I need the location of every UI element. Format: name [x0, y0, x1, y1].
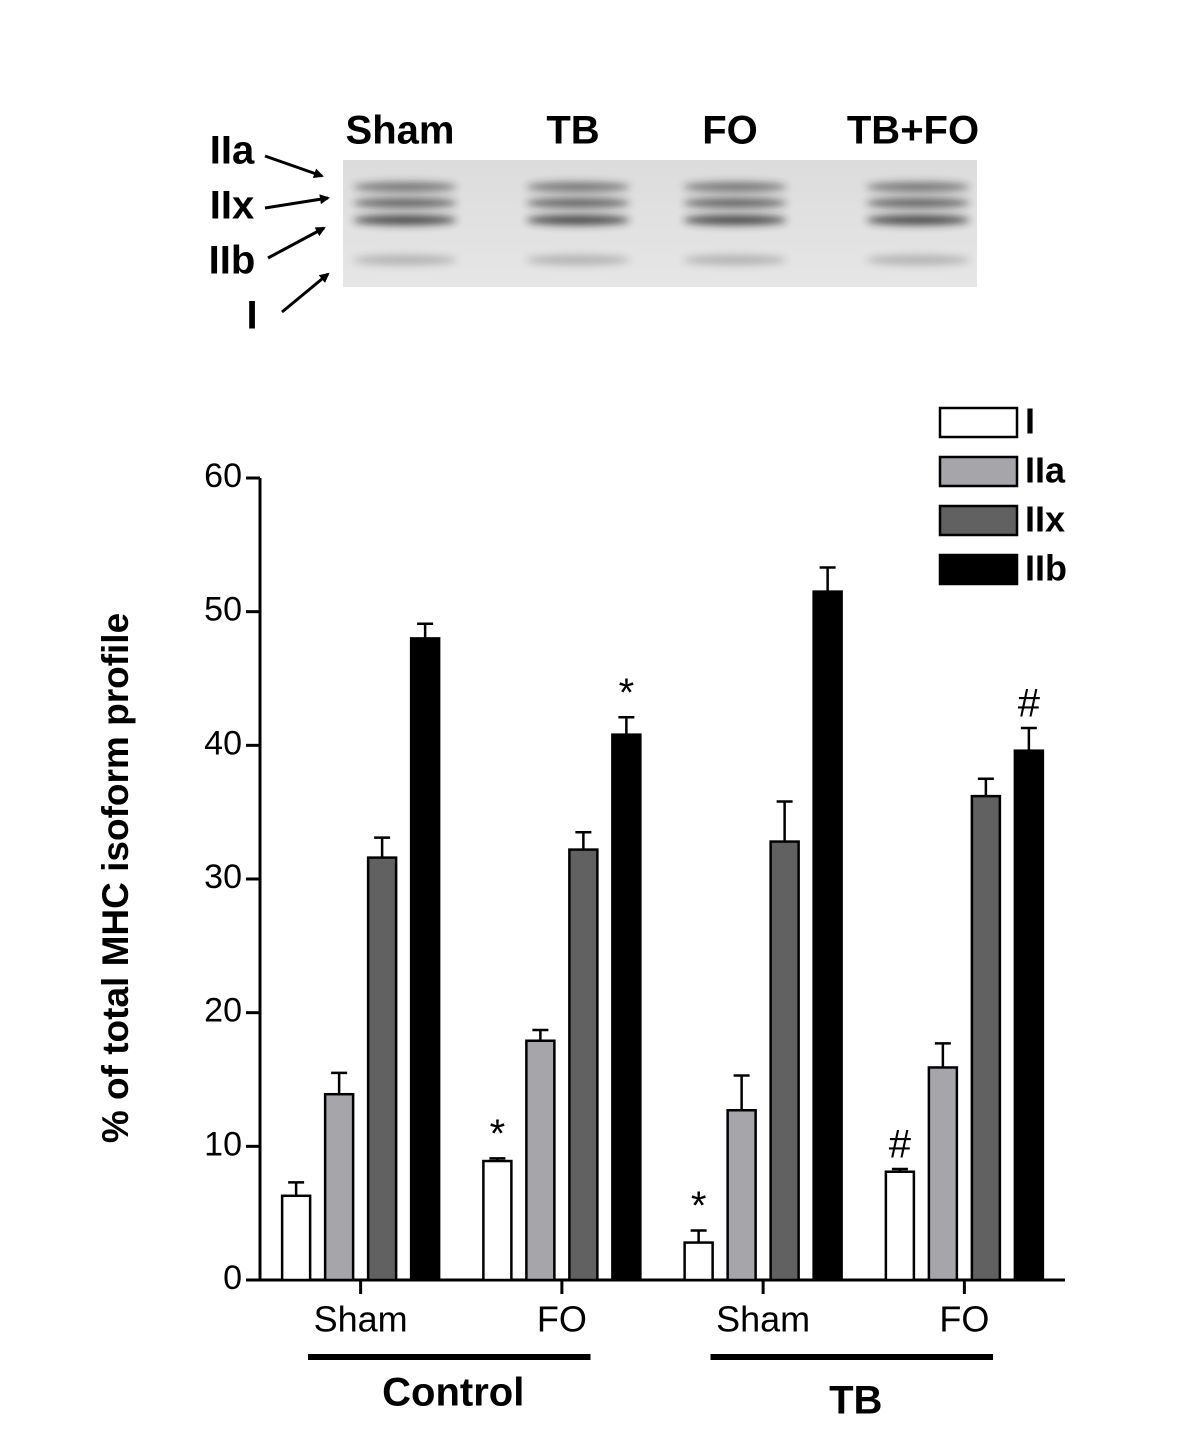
- legend-swatch: [938, 455, 1019, 488]
- gel-band: [866, 255, 970, 265]
- gel-band: [866, 215, 970, 225]
- bar: [927, 1066, 959, 1282]
- significance-marker: *: [619, 671, 635, 715]
- arrow: [281, 272, 330, 314]
- group-label: Control: [382, 1371, 524, 1415]
- y-tick-label: 60: [204, 457, 242, 495]
- legend-swatch: [938, 553, 1019, 586]
- bar: [323, 1092, 355, 1282]
- x-tick-label: Sham: [716, 1299, 810, 1340]
- bar: [482, 1159, 513, 1282]
- y-tick-label: 30: [204, 858, 242, 896]
- gel-band: [683, 198, 787, 208]
- y-tick-label: 40: [204, 724, 242, 762]
- x-tick-label: FO: [537, 1299, 587, 1340]
- bar: [568, 848, 599, 1282]
- legend-label: IIa: [1025, 450, 1066, 491]
- gel-band: [683, 182, 787, 192]
- gel-band: [353, 182, 457, 192]
- isoform-label: I: [246, 294, 257, 338]
- bar: [726, 1108, 757, 1282]
- legend-swatch: [938, 406, 1019, 439]
- legend-swatch: [938, 504, 1019, 537]
- lane-label: Sham: [346, 109, 455, 153]
- gel-band: [526, 182, 630, 192]
- y-tick-label: 20: [204, 992, 242, 1030]
- bar: [611, 733, 642, 1282]
- legend-label: IIb: [1025, 548, 1067, 589]
- gel-band: [526, 215, 630, 225]
- gel-band: [526, 198, 630, 208]
- bar: [280, 1194, 312, 1282]
- bar: [683, 1241, 714, 1282]
- lane-label: TB+FO: [847, 109, 979, 153]
- bar: [525, 1039, 556, 1282]
- arrow: [267, 226, 326, 260]
- gel-band: [526, 255, 630, 265]
- y-axis-title: % of total MHC isoform profile: [95, 613, 136, 1143]
- y-tick-label: 0: [223, 1259, 242, 1297]
- bar: [366, 856, 398, 1282]
- gel-band: [683, 215, 787, 225]
- significance-marker: *: [691, 1184, 707, 1228]
- significance-marker: #: [1018, 682, 1041, 726]
- isoform-label: IIa: [210, 129, 255, 173]
- bar: [812, 590, 843, 1282]
- isoform-label: IIx: [210, 184, 254, 228]
- bar: [884, 1170, 916, 1282]
- y-tick-label: 50: [204, 591, 242, 629]
- bar: [970, 794, 1002, 1282]
- arrow: [264, 154, 324, 179]
- legend-label: IIx: [1025, 499, 1065, 540]
- bar: [409, 637, 441, 1282]
- isoform-label: IIb: [209, 239, 256, 283]
- bar: [1013, 749, 1045, 1282]
- lane-label: FO: [702, 109, 758, 153]
- legend-label: I: [1025, 401, 1035, 442]
- lane-label: TB: [546, 109, 599, 153]
- group-label: TB: [829, 1379, 882, 1423]
- gel-band: [353, 198, 457, 208]
- gel-band: [353, 255, 457, 265]
- gel-band: [866, 198, 970, 208]
- gel-band: [683, 255, 787, 265]
- significance-marker: #: [889, 1123, 912, 1167]
- gel-band: [866, 182, 970, 192]
- x-tick-label: Sham: [314, 1299, 408, 1340]
- significance-marker: *: [490, 1112, 506, 1156]
- arrow: [264, 194, 330, 210]
- y-tick-label: 10: [204, 1125, 242, 1163]
- gel-background: [343, 160, 977, 287]
- gel-band: [353, 215, 457, 225]
- gel-image: [264, 154, 977, 314]
- bar: [769, 840, 800, 1282]
- x-tick-label: FO: [939, 1299, 989, 1340]
